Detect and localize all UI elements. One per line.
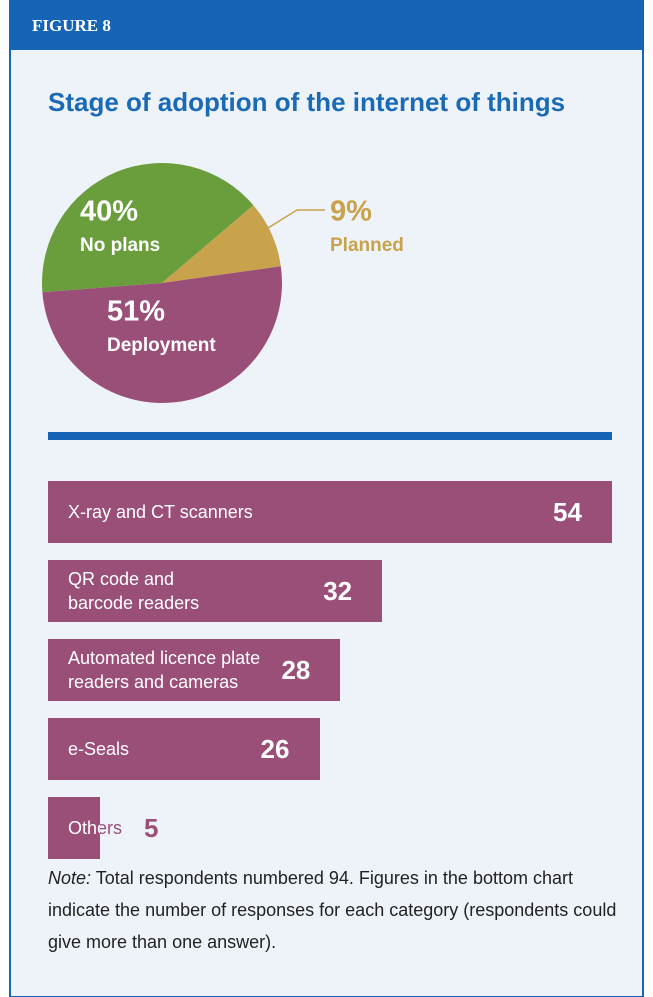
- bar: X-ray and CT scanners: [48, 481, 612, 543]
- bar-label: Automated licence plate readers and came…: [68, 647, 261, 692]
- note-text: Total respondents numbered 94. Figures i…: [48, 868, 617, 952]
- note-label: Note:: [48, 868, 92, 888]
- bar-value-label: 32: [323, 575, 353, 606]
- bar-value-label: 26: [260, 733, 290, 764]
- slice-value-label: 40%: [80, 196, 138, 228]
- pie: [42, 163, 282, 403]
- bar-value-label: 5: [144, 812, 159, 843]
- bar: Others: [48, 797, 101, 859]
- bar-label: Others: [68, 817, 100, 838]
- separator: [48, 432, 612, 440]
- leader-line: [267, 209, 325, 229]
- bar: e-Seals: [48, 718, 320, 780]
- figure-label: FIGURE 8: [32, 16, 111, 35]
- pie-slice: [162, 205, 281, 283]
- slice-value-label: 9%: [330, 196, 372, 228]
- header-bar: [10, 0, 643, 50]
- bar-label: e-Seals: [68, 738, 130, 759]
- note: Note: Total respondents numbered 94. Fig…: [48, 862, 618, 958]
- slice-label: Deployment: [107, 335, 216, 356]
- slice-label: No plans: [80, 235, 160, 256]
- slice-value-label: 51%: [107, 296, 165, 328]
- bar: Automated licence plate readers and came…: [48, 639, 341, 701]
- slice-label: Planned: [330, 235, 404, 256]
- chart-title: Stage of adoption of the internet of thi…: [48, 87, 565, 117]
- bar-label: X-ray and CT scanners: [68, 501, 253, 522]
- pie-slice: [42, 163, 254, 293]
- pie-slice: [42, 266, 282, 403]
- bar-value-label: 54: [553, 496, 582, 527]
- bar-label: QR code and barcode readers: [68, 568, 200, 613]
- bar-value-label: 28: [281, 654, 311, 685]
- bar: QR code and barcode readers: [48, 560, 383, 622]
